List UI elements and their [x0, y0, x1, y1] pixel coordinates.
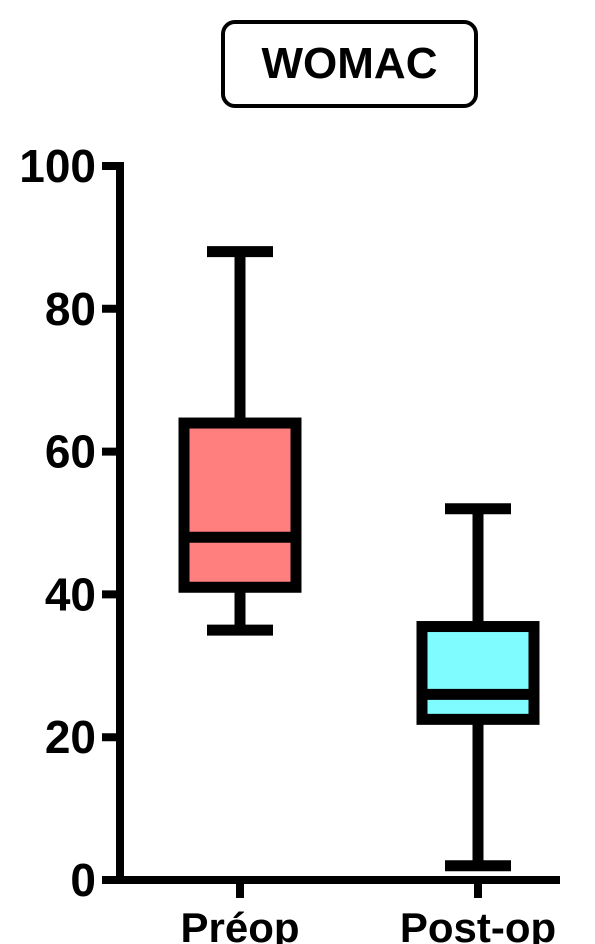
x-axis: Préop Post-op — [116, 876, 560, 944]
x-category-label: Post-op — [400, 904, 556, 944]
y-tick-label: 40 — [45, 568, 96, 620]
y-axis: 0 20 40 60 80 100 — [19, 140, 124, 906]
y-tick-label: 20 — [45, 711, 96, 763]
y-tick-label: 60 — [45, 426, 96, 478]
iqr-box — [178, 417, 302, 593]
chart-title-box: WOMAC — [221, 20, 478, 108]
x-category-label: Préop — [180, 904, 299, 944]
y-tick-label: 100 — [19, 140, 96, 192]
box-series — [178, 246, 540, 872]
y-tick-label: 80 — [45, 283, 96, 335]
y-tick-label: 0 — [70, 854, 96, 906]
box-preop — [178, 246, 302, 636]
iqr-box — [416, 621, 540, 725]
box-postop — [416, 503, 540, 872]
chart-title: WOMAC — [261, 39, 438, 88]
